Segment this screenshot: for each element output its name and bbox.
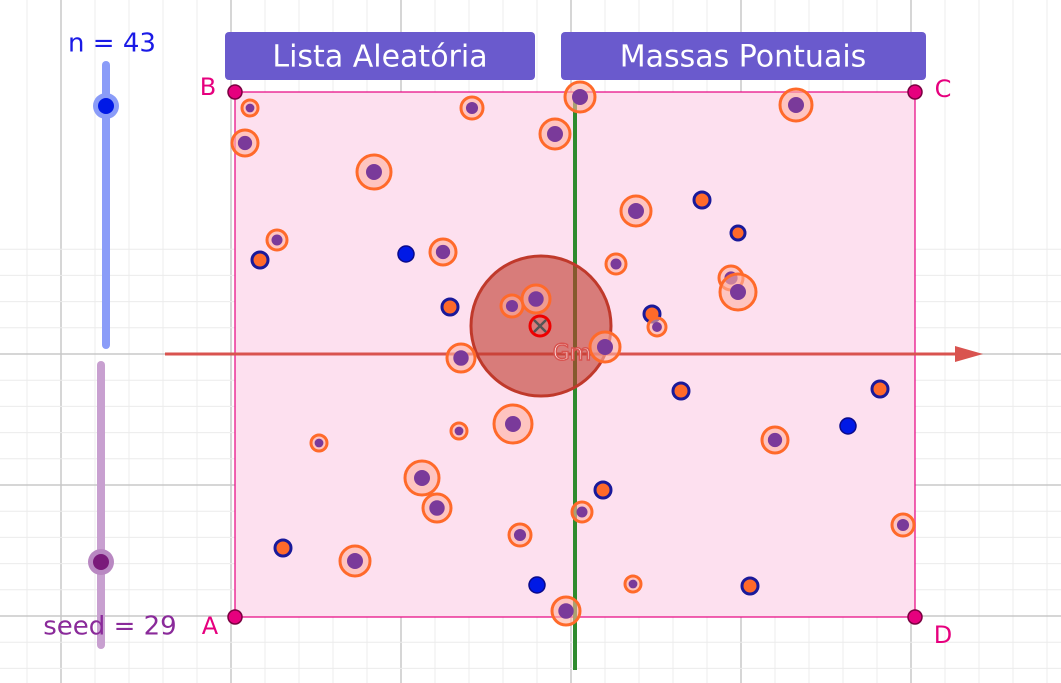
- point-label: C: [935, 75, 952, 103]
- point: [593, 480, 613, 500]
- point-core: [652, 322, 662, 332]
- point: [729, 224, 747, 242]
- corner-point: [227, 84, 243, 100]
- point-core: [597, 339, 613, 355]
- point: [740, 576, 760, 596]
- button[interactable]: [225, 32, 535, 80]
- point: [440, 297, 460, 317]
- point-core: [314, 438, 324, 448]
- corners: [227, 84, 923, 625]
- point-core: [237, 135, 253, 151]
- n-slider-knob[interactable]: [98, 98, 114, 114]
- point-core: [465, 101, 479, 115]
- point-core: [767, 432, 783, 448]
- point-core: [453, 350, 469, 366]
- point-core: [245, 103, 255, 113]
- point: [528, 576, 546, 594]
- n-slider-label: n = 43: [68, 29, 156, 59]
- corner-point: [907, 609, 923, 625]
- point-core: [788, 97, 804, 113]
- seed-slider-knob[interactable]: [93, 554, 109, 570]
- point-core: [505, 299, 519, 313]
- point-label: B: [200, 73, 216, 101]
- point-core: [414, 470, 430, 486]
- point: [692, 190, 712, 210]
- point-core: [730, 284, 746, 300]
- point-core: [435, 244, 451, 260]
- corner-point: [907, 84, 923, 100]
- gm-label: Gm: [553, 341, 591, 366]
- button-label: Lista Aleatória: [272, 40, 487, 75]
- points: [230, 80, 916, 627]
- point-core: [347, 553, 363, 569]
- point: [250, 250, 270, 270]
- point: [273, 538, 293, 558]
- point-core: [576, 506, 588, 518]
- point-core: [572, 89, 588, 105]
- point-core: [513, 528, 527, 542]
- point-core: [628, 203, 644, 219]
- seed-slider-label: seed = 29: [43, 612, 176, 642]
- point: [397, 245, 415, 263]
- point-core: [429, 500, 445, 516]
- point-core: [271, 234, 283, 246]
- arrow-head: [955, 346, 983, 362]
- point: [839, 417, 857, 435]
- gm-point[interactable]: [528, 314, 552, 338]
- button[interactable]: [561, 32, 926, 80]
- point-core: [896, 518, 910, 532]
- point-core: [454, 426, 464, 436]
- point: [870, 379, 890, 399]
- point-label: D: [934, 621, 952, 649]
- point-core: [628, 579, 638, 589]
- point: [671, 381, 691, 401]
- point-core: [366, 164, 382, 180]
- point-core: [547, 126, 563, 142]
- point-core: [558, 603, 574, 619]
- point-core: [528, 291, 544, 307]
- corner-point: [227, 609, 243, 625]
- button-label: Massas Pontuais: [620, 40, 867, 75]
- gm-cross: [533, 319, 547, 333]
- point-label: A: [202, 612, 219, 640]
- point-core: [610, 258, 622, 270]
- point-core: [505, 416, 521, 432]
